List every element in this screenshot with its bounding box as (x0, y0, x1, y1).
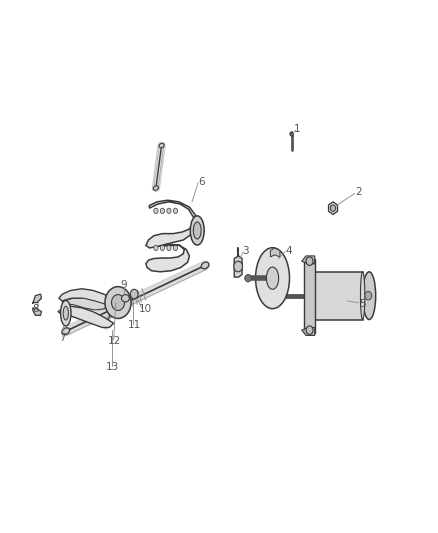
Circle shape (306, 326, 313, 334)
Ellipse shape (363, 272, 376, 319)
Text: 13: 13 (106, 362, 119, 372)
Text: 4: 4 (285, 246, 292, 256)
Circle shape (365, 292, 372, 300)
Text: 3: 3 (242, 246, 248, 256)
Text: 2: 2 (355, 187, 362, 197)
Polygon shape (328, 202, 338, 215)
Text: 9: 9 (120, 280, 127, 290)
Ellipse shape (121, 295, 129, 302)
Ellipse shape (62, 328, 70, 335)
Text: 7: 7 (59, 333, 66, 343)
Circle shape (160, 245, 165, 251)
Ellipse shape (360, 272, 365, 319)
Polygon shape (146, 244, 189, 272)
Ellipse shape (63, 306, 68, 320)
Text: 10: 10 (138, 304, 152, 314)
Circle shape (167, 208, 171, 214)
Ellipse shape (153, 186, 159, 190)
Circle shape (306, 257, 313, 265)
Polygon shape (302, 256, 315, 264)
Circle shape (130, 289, 138, 299)
Polygon shape (234, 256, 242, 277)
Circle shape (105, 287, 131, 318)
Polygon shape (33, 294, 42, 304)
Circle shape (154, 208, 158, 214)
Circle shape (167, 245, 171, 251)
Text: 1: 1 (294, 124, 300, 134)
Text: 11: 11 (127, 320, 141, 330)
Circle shape (245, 274, 251, 282)
Circle shape (173, 208, 178, 214)
Ellipse shape (193, 222, 201, 239)
Circle shape (330, 205, 336, 212)
Polygon shape (62, 298, 108, 310)
Polygon shape (302, 327, 315, 335)
Text: 8: 8 (32, 304, 39, 314)
Ellipse shape (159, 143, 164, 148)
Ellipse shape (266, 267, 279, 289)
Polygon shape (33, 308, 42, 316)
Circle shape (173, 245, 178, 251)
Polygon shape (313, 272, 363, 319)
Circle shape (160, 208, 165, 214)
Polygon shape (304, 259, 315, 333)
Polygon shape (59, 289, 117, 305)
Ellipse shape (60, 301, 71, 326)
Ellipse shape (255, 248, 290, 309)
Text: 6: 6 (198, 176, 205, 187)
Circle shape (112, 295, 124, 311)
Text: 5: 5 (359, 298, 366, 309)
Ellipse shape (190, 216, 204, 245)
Polygon shape (146, 200, 197, 248)
Ellipse shape (201, 262, 209, 269)
Circle shape (154, 245, 158, 251)
Circle shape (290, 132, 293, 136)
Polygon shape (270, 248, 280, 257)
Circle shape (234, 261, 243, 272)
Polygon shape (58, 306, 114, 327)
Text: 12: 12 (108, 336, 121, 346)
